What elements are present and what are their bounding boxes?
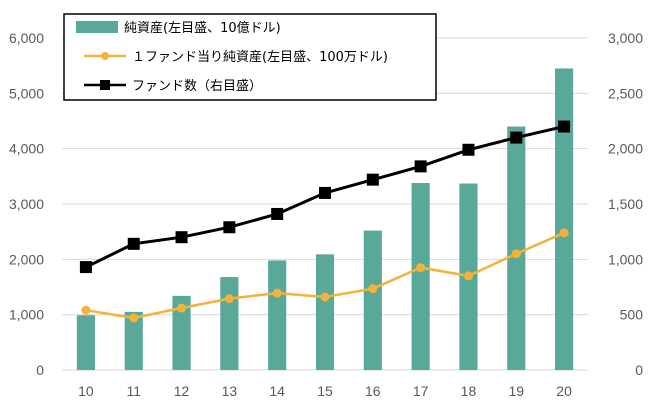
- point-fund-count: [462, 143, 475, 156]
- bar-net-assets: [555, 68, 574, 370]
- x-tick-label: 13: [222, 383, 238, 399]
- point-fund-count: [175, 231, 188, 244]
- right-tick-label: 1,000: [608, 251, 643, 267]
- bar-net-assets: [76, 315, 95, 370]
- point-fund-count: [558, 120, 571, 133]
- point-per-fund-assets: [463, 271, 473, 281]
- x-axis-ticks: 10 11 12 13 14 15 16 17 18 19 20: [78, 383, 572, 399]
- point-fund-count: [271, 207, 284, 220]
- point-per-fund-assets: [224, 294, 234, 304]
- point-per-fund-assets: [511, 249, 521, 259]
- point-per-fund-assets: [129, 313, 139, 323]
- right-tick-label: 2,500: [608, 85, 643, 101]
- x-tick-label: 14: [269, 383, 285, 399]
- x-tick-label: 12: [174, 383, 190, 399]
- point-per-fund-assets: [81, 305, 91, 315]
- bar-net-assets: [172, 295, 191, 370]
- legend-marker-square: [100, 80, 110, 90]
- x-tick-label: 10: [78, 383, 94, 399]
- left-tick-label: 1,000: [9, 307, 44, 323]
- net-assets-bars: [76, 68, 574, 371]
- point-fund-count: [510, 131, 523, 144]
- x-tick-label: 11: [126, 383, 141, 399]
- right-tick-label: 1,500: [608, 196, 643, 212]
- bar-net-assets: [411, 182, 430, 370]
- x-tick-label: 20: [556, 383, 572, 399]
- point-fund-count: [127, 237, 140, 250]
- x-tick-label: 15: [317, 383, 333, 399]
- right-tick-label: 2,000: [608, 141, 643, 157]
- bar-net-assets: [220, 277, 239, 370]
- point-fund-count: [79, 261, 92, 274]
- right-tick-label: 3,000: [608, 30, 643, 46]
- legend-swatch-bar: [76, 21, 118, 33]
- left-tick-label: 3,000: [9, 196, 44, 212]
- left-tick-label: 4,000: [9, 141, 44, 157]
- point-per-fund-assets: [177, 303, 187, 313]
- point-fund-count: [414, 160, 427, 173]
- left-tick-label: 5,000: [9, 85, 44, 101]
- left-axis-ticks: 0 1,000 2,000 3,000 4,000 5,000 6,000: [9, 30, 44, 378]
- right-axis-ticks: 0 500 1,000 1,500 2,000 2,500 3,000: [608, 30, 643, 378]
- legend-label-per-fund: １ファンド当り純資産(左目盛、100万ドル): [132, 49, 388, 65]
- point-per-fund-assets: [272, 288, 282, 298]
- left-tick-label: 6,000: [9, 30, 44, 46]
- point-per-fund-assets: [416, 263, 426, 273]
- left-tick-label: 2,000: [9, 251, 44, 267]
- point-fund-count: [223, 221, 236, 234]
- bar-net-assets: [363, 230, 382, 370]
- point-per-fund-assets: [320, 292, 330, 302]
- point-per-fund-assets: [559, 228, 569, 238]
- bar-net-assets: [507, 126, 526, 371]
- bar-net-assets: [124, 311, 143, 370]
- x-tick-label: 16: [365, 383, 381, 399]
- legend-label-fund-count: ファンド数（右目盛）: [132, 79, 262, 94]
- left-tick-label: 0: [36, 362, 44, 378]
- bar-net-assets: [315, 254, 335, 370]
- x-tick-label: 17: [413, 383, 429, 399]
- right-tick-label: 0: [635, 362, 643, 378]
- right-tick-label: 500: [620, 307, 644, 323]
- x-tick-label: 18: [461, 383, 477, 399]
- bar-net-assets: [268, 260, 287, 370]
- legend-label-net-assets: 純資産(左目盛、10億ドル): [124, 20, 281, 36]
- point-per-fund-assets: [368, 284, 378, 294]
- legend-marker-circle: [101, 52, 109, 60]
- point-fund-count: [319, 186, 331, 199]
- point-fund-count: [366, 173, 379, 186]
- legend: 純資産(左目盛、10億ドル) １ファンド当り純資産(左目盛、100万ドル) ファ…: [63, 13, 437, 101]
- series-lines: [79, 120, 571, 323]
- x-tick-label: 19: [508, 383, 524, 399]
